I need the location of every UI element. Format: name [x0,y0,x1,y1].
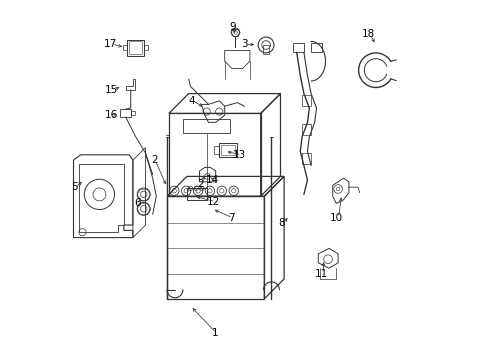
Text: 5: 5 [71,182,78,192]
Bar [263,45,268,54]
Text: 12: 12 [206,197,220,207]
Bar [221,145,234,155]
Bar [127,40,143,56]
Bar [292,43,303,52]
Text: 3: 3 [241,39,247,49]
Text: 11: 11 [314,269,327,279]
Text: 9: 9 [229,22,236,32]
Bar [186,188,206,200]
Bar [302,153,310,164]
Bar [302,124,310,135]
Bar [120,109,131,117]
Bar [143,45,148,50]
Text: 4: 4 [188,96,195,106]
Text: 15: 15 [104,85,118,95]
Bar [123,45,127,50]
Text: 18: 18 [361,29,374,39]
Bar [213,146,219,154]
Bar [131,111,134,115]
Bar [310,43,321,52]
Text: 10: 10 [329,213,342,223]
Text: 2: 2 [151,155,157,165]
Text: 6: 6 [134,198,141,208]
Text: 13: 13 [232,150,246,160]
Bar [129,41,142,54]
Text: 17: 17 [103,39,117,49]
Bar [183,119,230,133]
Bar [302,95,310,106]
Text: 16: 16 [104,110,118,120]
Bar [219,143,236,157]
Text: 2: 2 [197,179,204,189]
Text: 1: 1 [212,328,218,338]
Text: 8: 8 [278,218,285,228]
Text: 14: 14 [205,175,219,185]
Text: 7: 7 [228,213,234,223]
